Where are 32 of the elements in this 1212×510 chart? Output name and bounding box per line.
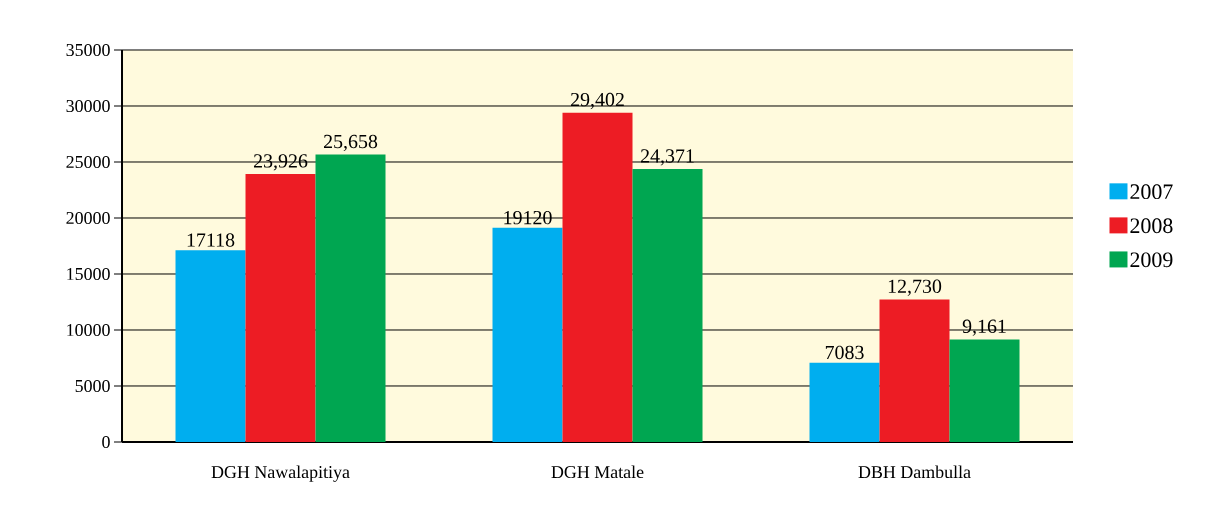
legend-label: 2008 <box>1130 218 1173 234</box>
data-label: 23,926 <box>253 154 308 171</box>
y-tick-label: 15000 <box>67 267 110 281</box>
y-tick-label: 10000 <box>67 323 110 337</box>
bar <box>492 227 563 442</box>
data-label: 7083 <box>825 345 864 360</box>
bar <box>879 299 950 442</box>
data-label: 29,402 <box>570 92 624 110</box>
data-label: 25,658 <box>323 134 378 152</box>
data-label: 17118 <box>187 233 235 247</box>
y-tick-label: 35000 <box>66 43 110 57</box>
legend-label: 2009 <box>1130 252 1173 268</box>
x-tick-label: DBH Dambulla <box>858 465 971 479</box>
y-tick-label: 20000 <box>66 211 110 225</box>
y-tick-label: 30000 <box>66 99 110 113</box>
x-tick-label: DGH Nawalapitiya <box>211 465 350 482</box>
y-tick-label: 5000 <box>75 379 110 393</box>
bar <box>632 169 703 442</box>
legend-label: 2007 <box>1130 184 1173 200</box>
bar <box>562 112 633 442</box>
data-label: 24,371 <box>640 149 694 166</box>
bar <box>809 362 880 442</box>
data-label: 9,161 <box>962 319 1006 336</box>
y-tick-label: 25000 <box>66 155 110 169</box>
y-tick-label: 0 <box>102 435 110 449</box>
data-label: 12,730 <box>888 279 942 296</box>
bar <box>245 174 316 442</box>
bar <box>315 154 386 442</box>
bar <box>949 339 1020 442</box>
data-label: 19120 <box>504 210 552 225</box>
x-tick-label: DGH Matale <box>551 465 644 479</box>
bar <box>175 250 246 442</box>
